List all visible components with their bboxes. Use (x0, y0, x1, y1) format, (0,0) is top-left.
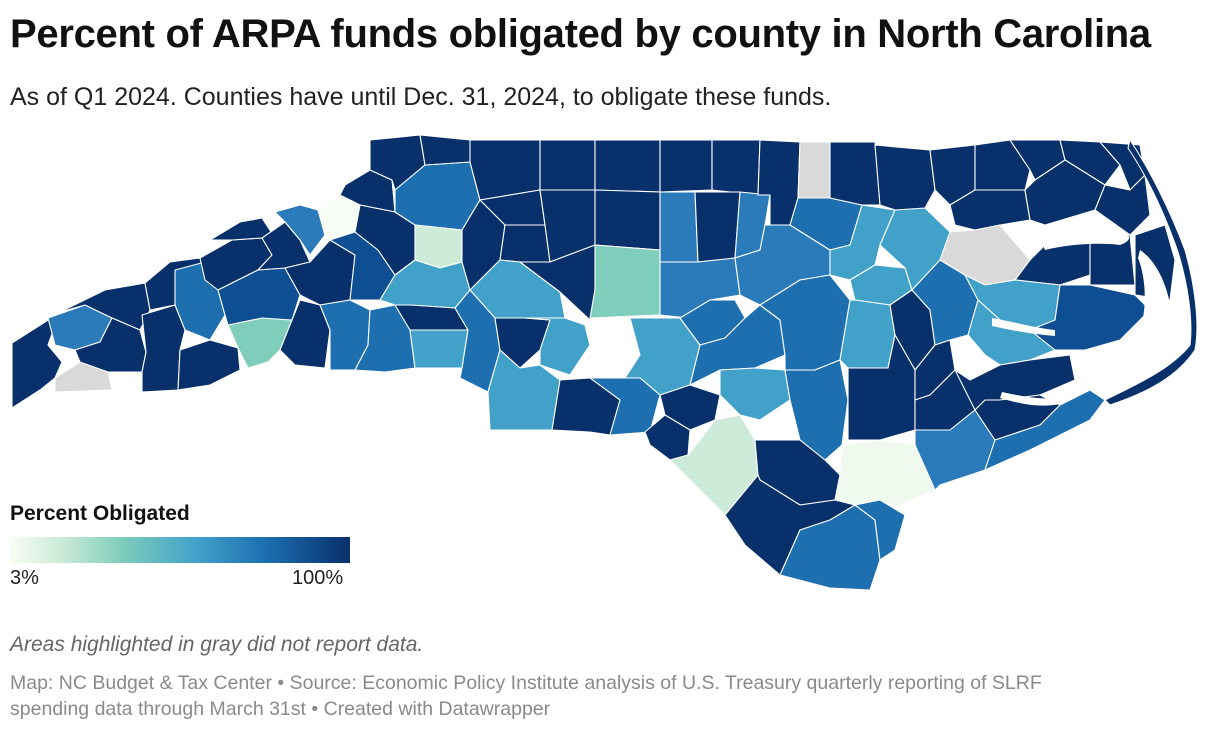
chart-subtitle: As of Q1 2024. Counties have until Dec. … (10, 83, 832, 111)
county-region[interactable] (469, 139, 541, 201)
legend-gradient-bar (10, 537, 350, 563)
county-region[interactable] (659, 139, 713, 193)
county-region[interactable] (54, 361, 113, 393)
county-region[interactable] (177, 339, 241, 391)
county-region[interactable] (874, 144, 936, 211)
county-region[interactable] (594, 139, 661, 193)
source-line-2: spending data through March 31st • Creat… (10, 698, 551, 720)
county-region[interactable] (589, 244, 661, 319)
county-region[interactable] (829, 141, 881, 206)
county-region[interactable] (694, 191, 741, 263)
county-region[interactable] (839, 299, 896, 369)
county-region[interactable] (659, 257, 741, 319)
county-region[interactable] (539, 139, 596, 191)
chart-title: Percent of ARPA funds obligated by count… (10, 12, 1151, 56)
county-region[interactable] (1094, 174, 1151, 236)
county-region[interactable] (711, 139, 761, 196)
source-credit: Map: NC Budget & Tax Center • Source: Ec… (10, 670, 1190, 722)
county-region[interactable] (659, 191, 699, 263)
county-region[interactable] (797, 141, 831, 199)
county-region[interactable] (274, 204, 326, 256)
albemarle-sound (1040, 226, 1130, 250)
county-region[interactable] (499, 224, 551, 263)
county-region[interactable] (1029, 284, 1151, 351)
county-region[interactable] (719, 367, 791, 421)
county-region[interactable] (1059, 139, 1121, 186)
gray-areas-note: Areas highlighted in gray did not report… (10, 633, 424, 656)
legend-title: Percent Obligated (10, 502, 190, 525)
county-region[interactable] (949, 189, 1031, 231)
pamlico-sound (1123, 250, 1172, 378)
county-region[interactable] (414, 224, 463, 269)
legend-max-label: 100% (292, 567, 344, 589)
county-region[interactable] (834, 439, 936, 511)
county-region[interactable] (419, 134, 476, 166)
legend-min-label: 3% (10, 567, 39, 589)
county-region[interactable] (594, 189, 661, 251)
outer-banks (1104, 139, 1198, 406)
source-line-1: Map: NC Budget & Tax Center • Source: Ec… (10, 672, 1042, 694)
county-region[interactable] (1024, 159, 1106, 226)
county-region[interactable] (984, 389, 1106, 471)
county-region[interactable] (409, 329, 469, 369)
neuse-river (1000, 392, 1060, 406)
county-region[interactable] (974, 139, 1031, 191)
nc-county-map (11, 134, 1198, 591)
county-region[interactable] (854, 499, 906, 561)
pamlico-river (992, 318, 1055, 336)
county-region[interactable] (487, 349, 561, 431)
county-region[interactable] (589, 377, 661, 436)
